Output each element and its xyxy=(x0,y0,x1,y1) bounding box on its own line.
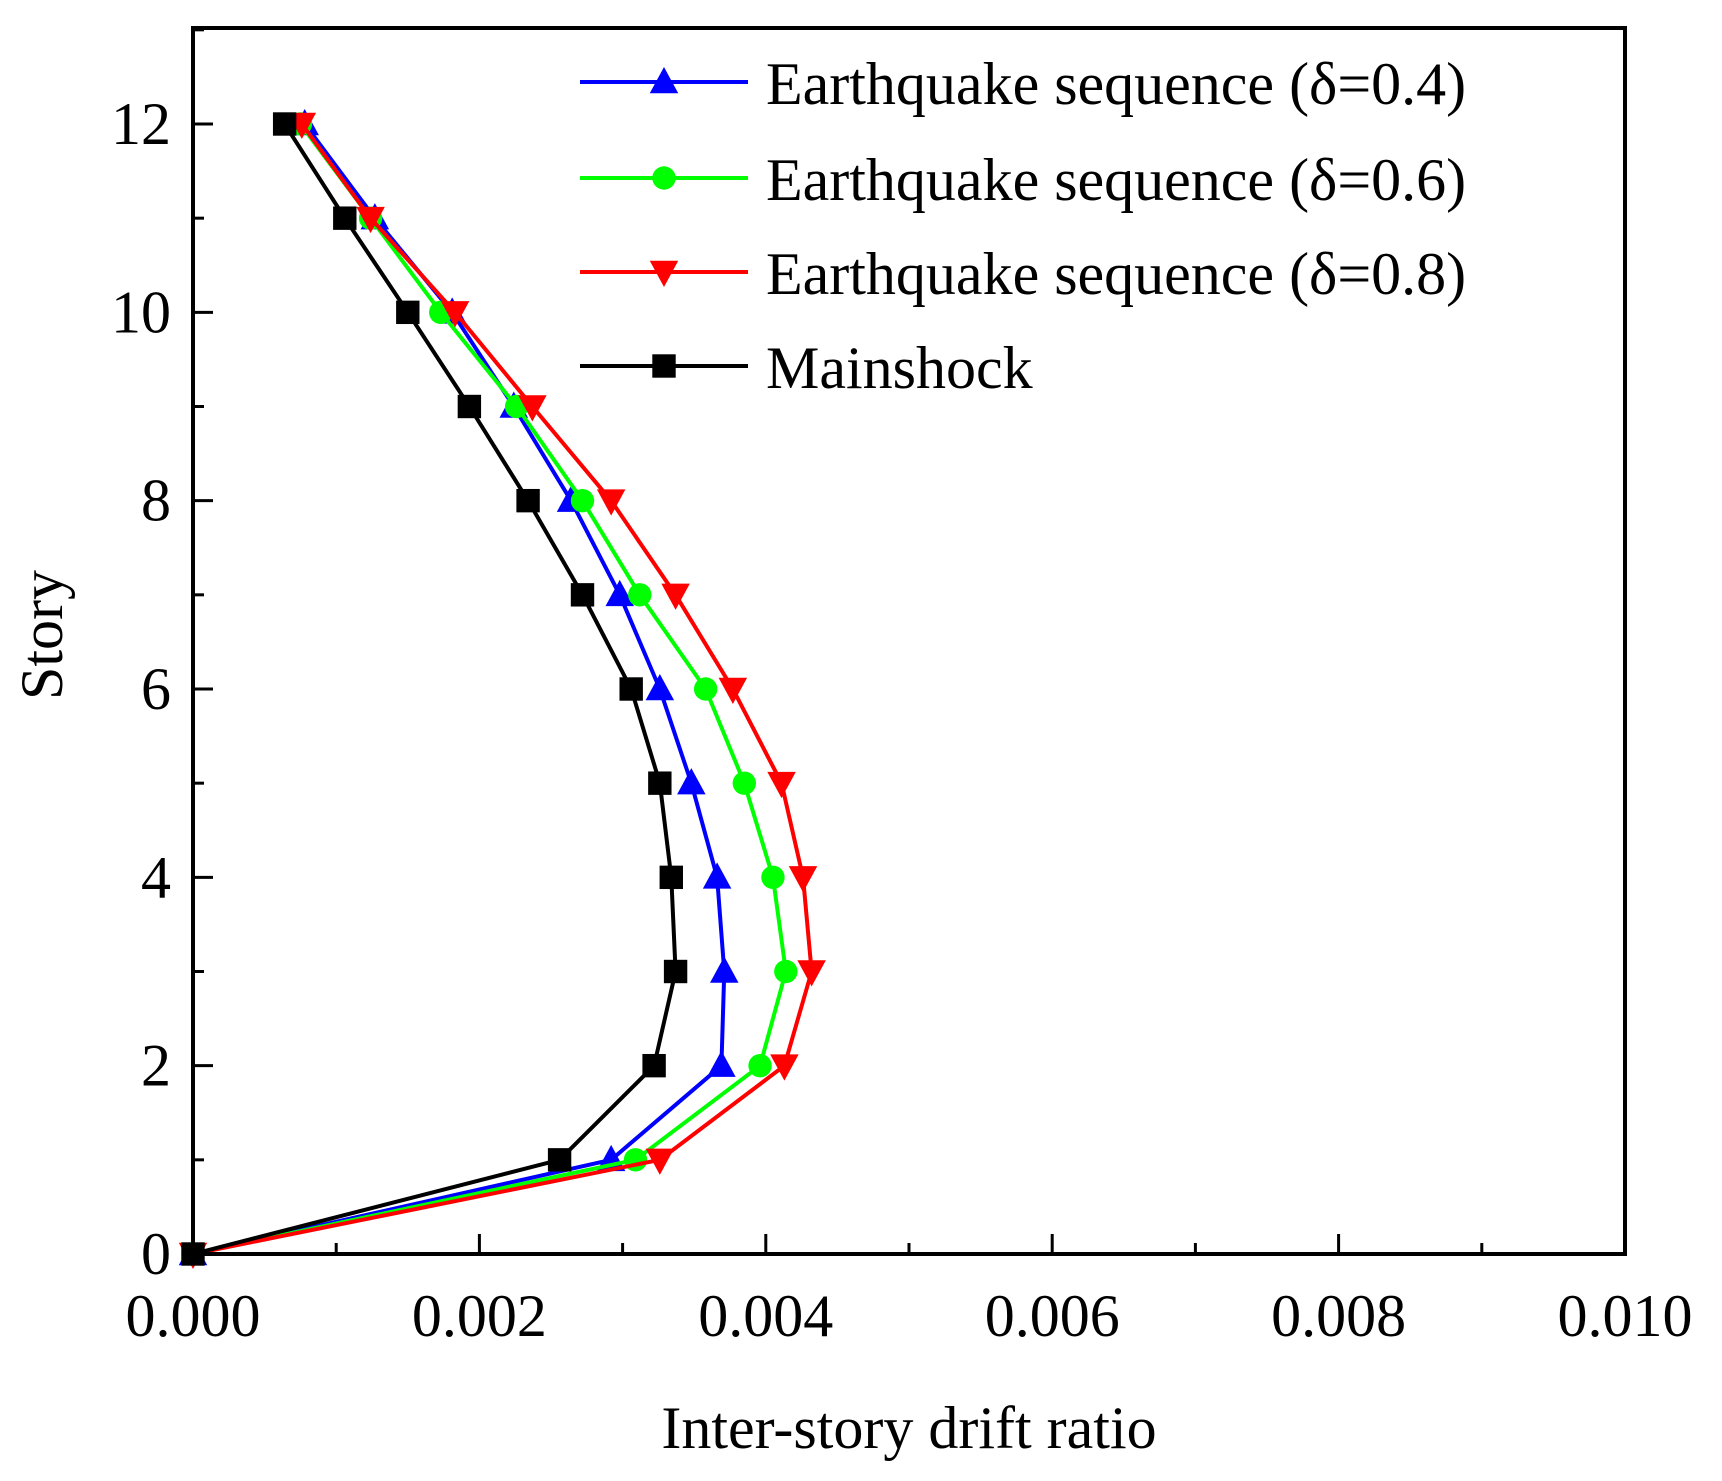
legend-item: Earthquake sequence (δ=0.4) xyxy=(580,51,1466,117)
legend-item: Mainshock xyxy=(580,335,1033,401)
data-point xyxy=(440,301,470,328)
data-point xyxy=(596,489,626,516)
y-tick-label: 10 xyxy=(111,279,171,345)
data-point xyxy=(547,1148,572,1172)
data-point xyxy=(767,771,796,799)
data-point xyxy=(628,583,652,607)
legend-label: Mainshock xyxy=(766,335,1033,401)
data-point xyxy=(797,960,826,987)
series-line xyxy=(192,122,814,1256)
data-point xyxy=(661,583,690,610)
plot-frame xyxy=(191,26,1627,1256)
data-point xyxy=(677,768,706,795)
data-point xyxy=(457,394,482,419)
data-point xyxy=(652,166,676,190)
data-point xyxy=(648,771,672,795)
data-point xyxy=(516,488,540,513)
legend-label: Earthquake sequence (δ=0.8) xyxy=(766,241,1466,307)
data-point xyxy=(649,260,679,287)
y-tick-label: 4 xyxy=(141,844,171,910)
data-point xyxy=(518,395,547,422)
data-point xyxy=(770,1054,799,1081)
legend-item: Earthquake sequence (δ=0.8) xyxy=(580,241,1466,307)
series-line xyxy=(192,122,727,1256)
x-axis-label: Inter-story drift ratio xyxy=(661,1395,1156,1461)
y-axis-label: Story xyxy=(9,570,75,700)
legend-label: Earthquake sequence (δ=0.6) xyxy=(766,147,1466,213)
data-point xyxy=(570,488,595,513)
data-point xyxy=(649,67,679,94)
x-tick-label: 0.000 xyxy=(126,1283,261,1349)
y-tick-label: 0 xyxy=(141,1221,171,1287)
y-tick-label: 8 xyxy=(141,468,171,534)
data-point xyxy=(652,354,676,378)
data-point xyxy=(663,959,688,984)
data-point xyxy=(718,677,748,704)
data-point xyxy=(693,677,718,701)
series-1 xyxy=(178,109,739,1266)
axis-ticks: 0.000 0.002 0.004 0.006 0.008 0.010 0 2 4 6 8 10 12 xyxy=(111,28,1693,1349)
data-point xyxy=(710,956,739,983)
x-tick-label: 0.010 xyxy=(1558,1283,1693,1349)
data-point xyxy=(642,1053,666,1078)
data-point xyxy=(645,674,675,701)
data-point xyxy=(272,112,297,136)
data-point xyxy=(605,579,634,607)
y-tick-label: 6 xyxy=(141,656,171,722)
data-point xyxy=(732,771,757,795)
x-tick-label: 0.008 xyxy=(1271,1283,1406,1349)
data-point xyxy=(761,865,785,890)
legend-item: Earthquake sequence (δ=0.6) xyxy=(580,147,1466,213)
data-point xyxy=(659,865,683,890)
data-point xyxy=(788,866,818,893)
data-point xyxy=(356,206,385,234)
data-point xyxy=(707,1050,736,1077)
series-3 xyxy=(178,112,826,1269)
series-2 xyxy=(181,112,798,1266)
data-point xyxy=(702,862,732,889)
data-point xyxy=(333,206,357,230)
x-tick-label: 0.002 xyxy=(412,1283,547,1349)
data-point xyxy=(748,1053,772,1078)
x-tick-label: 0.006 xyxy=(985,1283,1120,1349)
y-tick-label: 2 xyxy=(141,1033,171,1099)
x-tick-label: 0.004 xyxy=(698,1283,833,1349)
data-point xyxy=(774,959,798,984)
legend-label: Earthquake sequence (δ=0.4) xyxy=(766,51,1466,117)
series-4 xyxy=(181,112,688,1266)
data-point xyxy=(570,583,595,607)
legend: Earthquake sequence (δ=0.4) Earthquake se… xyxy=(580,51,1466,401)
data-point xyxy=(396,300,420,325)
y-tick-label: 12 xyxy=(111,91,171,157)
data-point xyxy=(645,1148,675,1175)
series-group xyxy=(178,109,826,1269)
data-point xyxy=(619,677,643,701)
